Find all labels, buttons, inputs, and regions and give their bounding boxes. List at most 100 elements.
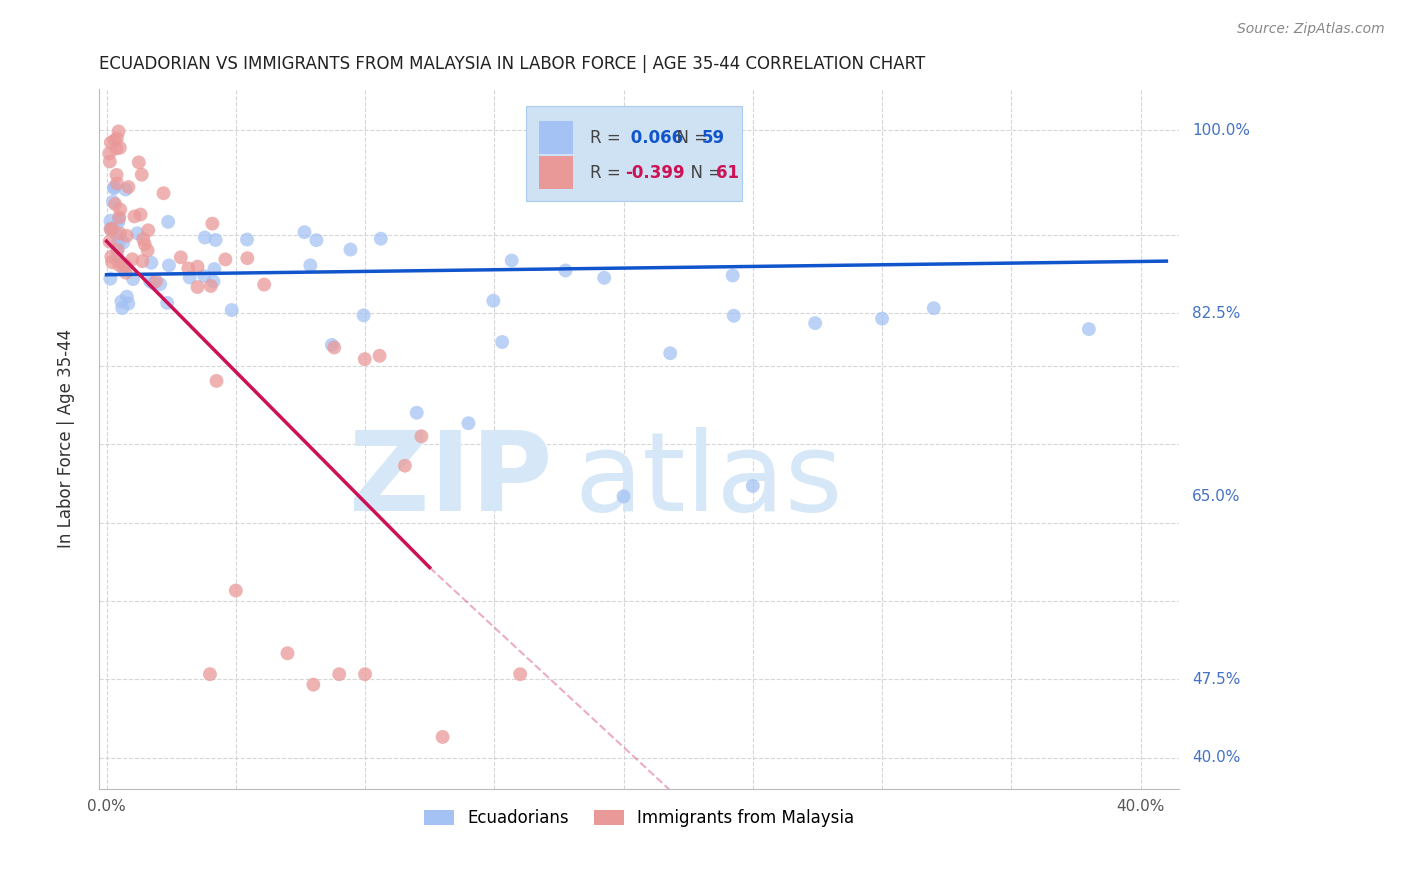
Point: [105, 227, 128, 241]
Point: [1077, 322, 1099, 336]
Point: [157, 215, 180, 229]
Text: 59: 59: [702, 128, 725, 146]
Text: 82.5%: 82.5%: [1192, 306, 1240, 321]
Text: 65.0%: 65.0%: [1192, 489, 1240, 504]
Point: [122, 272, 145, 286]
Point: [107, 215, 129, 229]
Point: [198, 667, 221, 681]
Point: [236, 233, 259, 247]
Point: [368, 349, 391, 363]
Point: [145, 274, 167, 288]
Point: [870, 311, 893, 326]
Point: [177, 261, 200, 276]
Y-axis label: In Labor Force | Age 35-44: In Labor Force | Age 35-44: [58, 329, 75, 549]
Point: [141, 256, 163, 270]
Point: [115, 266, 138, 280]
Point: [131, 254, 153, 268]
Point: [115, 259, 138, 273]
Text: ZIP: ZIP: [349, 427, 553, 534]
Point: [100, 250, 122, 264]
Text: -0.399: -0.399: [626, 163, 685, 182]
Point: [129, 208, 152, 222]
Point: [105, 168, 128, 182]
Point: [157, 259, 180, 273]
Point: [111, 301, 134, 315]
Point: [353, 308, 375, 322]
Legend: Ecuadorians, Immigrants from Malaysia: Ecuadorians, Immigrants from Malaysia: [418, 802, 860, 833]
Text: 47.5%: 47.5%: [1192, 672, 1240, 687]
Point: [108, 141, 131, 155]
Point: [152, 186, 174, 201]
Point: [328, 667, 350, 681]
Point: [108, 211, 131, 225]
Point: [98, 146, 121, 161]
Point: [108, 202, 131, 217]
Point: [186, 260, 208, 274]
Point: [136, 223, 159, 237]
Point: [321, 338, 343, 352]
Point: [101, 221, 124, 235]
Point: [236, 251, 259, 265]
Point: [124, 210, 146, 224]
Point: [225, 583, 247, 598]
Point: [104, 197, 127, 211]
Point: [108, 227, 131, 241]
Text: R =: R =: [591, 128, 627, 146]
Text: ECUADORIAN VS IMMIGRANTS FROM MALAYSIA IN LABOR FORCE | AGE 35-44 CORRELATION CH: ECUADORIAN VS IMMIGRANTS FROM MALAYSIA I…: [98, 55, 925, 73]
Point: [100, 214, 122, 228]
Point: [142, 276, 165, 290]
Text: 61: 61: [716, 163, 738, 182]
Point: [121, 252, 143, 267]
Point: [107, 235, 129, 250]
Point: [139, 274, 162, 288]
Point: [100, 136, 122, 150]
Point: [432, 730, 454, 744]
Point: [721, 268, 744, 283]
Point: [105, 131, 128, 145]
Point: [302, 678, 325, 692]
Point: [100, 222, 122, 236]
Point: [105, 177, 128, 191]
Point: [353, 352, 375, 367]
Point: [112, 262, 135, 277]
Point: [491, 334, 513, 349]
Point: [110, 294, 132, 309]
FancyBboxPatch shape: [526, 106, 742, 201]
Point: [612, 490, 634, 504]
Text: R =: R =: [591, 163, 627, 182]
Point: [112, 235, 135, 250]
Point: [103, 133, 125, 147]
Point: [457, 416, 479, 430]
Point: [339, 243, 361, 257]
Point: [741, 479, 763, 493]
Bar: [538, 156, 574, 189]
Point: [411, 429, 433, 443]
Point: [299, 258, 322, 272]
Point: [204, 233, 226, 247]
Point: [179, 270, 201, 285]
Point: [659, 346, 682, 360]
Point: [149, 277, 172, 291]
Point: [103, 181, 125, 195]
Point: [128, 155, 150, 169]
Point: [108, 258, 131, 272]
Point: [107, 243, 129, 257]
Point: [101, 255, 124, 269]
Point: [370, 232, 392, 246]
Point: [405, 406, 427, 420]
Text: 40.0%: 40.0%: [1192, 750, 1240, 765]
Point: [108, 212, 131, 227]
Point: [100, 221, 122, 235]
Point: [98, 235, 121, 249]
Point: [501, 253, 523, 268]
Point: [105, 142, 128, 156]
Point: [114, 183, 136, 197]
Point: [115, 228, 138, 243]
Point: [201, 217, 224, 231]
Point: [105, 242, 128, 256]
Text: N =: N =: [681, 163, 727, 182]
Point: [509, 667, 531, 681]
Point: [131, 168, 153, 182]
Point: [115, 290, 138, 304]
Point: [482, 293, 505, 308]
